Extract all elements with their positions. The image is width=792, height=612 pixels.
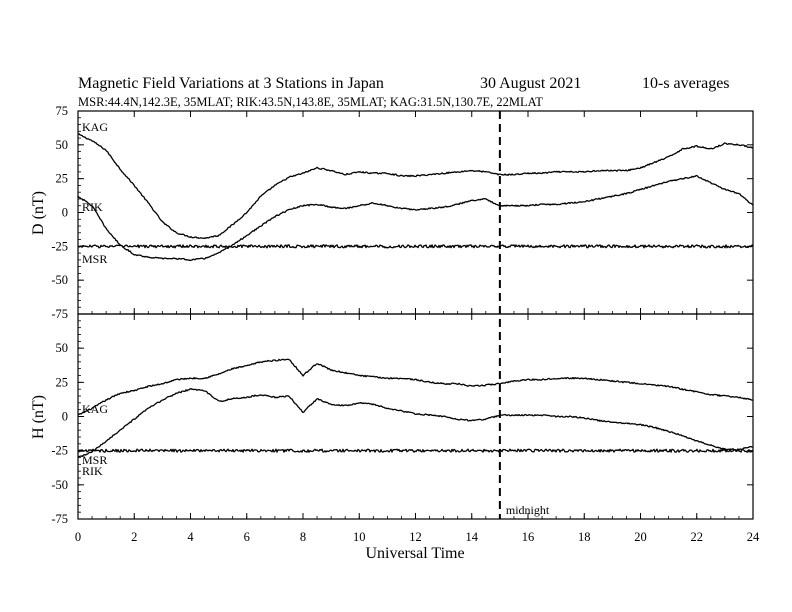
panel-declination: 75 50 25 0 -25 -50 -75 KAG RIK MSR D (nT) <box>30 104 754 321</box>
y-tick-label: -25 <box>51 239 68 253</box>
x-tick-label: 0 <box>75 530 81 544</box>
series-label-kag: KAG <box>82 120 108 134</box>
y-tick-label: -75 <box>51 307 68 321</box>
series-line-kag <box>78 133 754 240</box>
series-d <box>77 133 754 262</box>
series-label-msr: MSR <box>82 453 107 467</box>
midnight-label: midnight <box>506 503 550 517</box>
y-tick-label: 25 <box>56 375 69 389</box>
y-ticks-h: 50 25 0 -25 -50 -75 <box>51 313 753 526</box>
series-line-rik <box>77 387 754 458</box>
y-axis-label-h: H (nT) <box>30 395 47 439</box>
y-tick-label: -50 <box>51 273 68 287</box>
y-tick-label: 50 <box>56 341 69 355</box>
y-tick-label: 0 <box>62 410 68 424</box>
x-tick-label: 2 <box>131 530 137 544</box>
x-axis-label: Universal Time <box>365 545 464 562</box>
y-tick-label: 75 <box>56 104 69 118</box>
series-line-kag <box>77 358 753 416</box>
x-tick-label: 24 <box>747 530 760 544</box>
x-tick-label: 20 <box>634 530 647 544</box>
x-tick-label: 6 <box>244 530 250 544</box>
x-tick-label: 4 <box>187 530 194 544</box>
chart-subtitle-stations: MSR:44.4N,142.3E, 35MLAT; RIK:43.5N,143.… <box>78 95 543 109</box>
y-axis-label-d: D (nT) <box>30 191 47 235</box>
y-tick-label: -25 <box>51 444 68 458</box>
x-tick-label: 12 <box>409 530 422 544</box>
y-tick-label: 25 <box>56 172 69 186</box>
x-tick-label: 16 <box>522 530 535 544</box>
x-axis: 0 2 4 6 8 10 12 14 16 18 20 22 24 <box>75 111 760 544</box>
y-tick-label: 50 <box>56 138 69 152</box>
series-label-kag: KAG <box>82 402 108 416</box>
chart-title-main: Magnetic Field Variations at 3 Stations … <box>78 75 384 92</box>
x-tick-label: 8 <box>300 530 306 544</box>
series-line-msr <box>77 244 754 249</box>
x-tick-label: 14 <box>466 530 479 544</box>
x-tick-label: 10 <box>353 530 366 544</box>
series-line-msr <box>77 448 754 453</box>
x-tick-label: 22 <box>691 530 704 544</box>
series-line-rik <box>77 174 754 262</box>
panel-frame <box>77 110 754 315</box>
panel-frame <box>77 313 754 520</box>
x-tick-label: 18 <box>578 530 591 544</box>
y-tick-label: -50 <box>51 478 68 492</box>
y-tick-label: 0 <box>62 206 68 220</box>
series-label-msr: MSR <box>82 252 107 266</box>
series-labels-d: KAG RIK MSR <box>82 120 108 266</box>
chart-title-date: 30 August 2021 <box>480 75 581 92</box>
series-label-rik: RIK <box>82 200 103 214</box>
y-tick-label: -75 <box>51 512 68 526</box>
series-h <box>77 358 754 458</box>
series-label-rik: RIK <box>82 464 103 478</box>
y-ticks-d: 75 50 25 0 -25 -50 -75 <box>51 104 753 321</box>
chart-title-averages: 10-s averages <box>642 75 730 92</box>
midnight-annotation: midnight <box>498 111 550 519</box>
